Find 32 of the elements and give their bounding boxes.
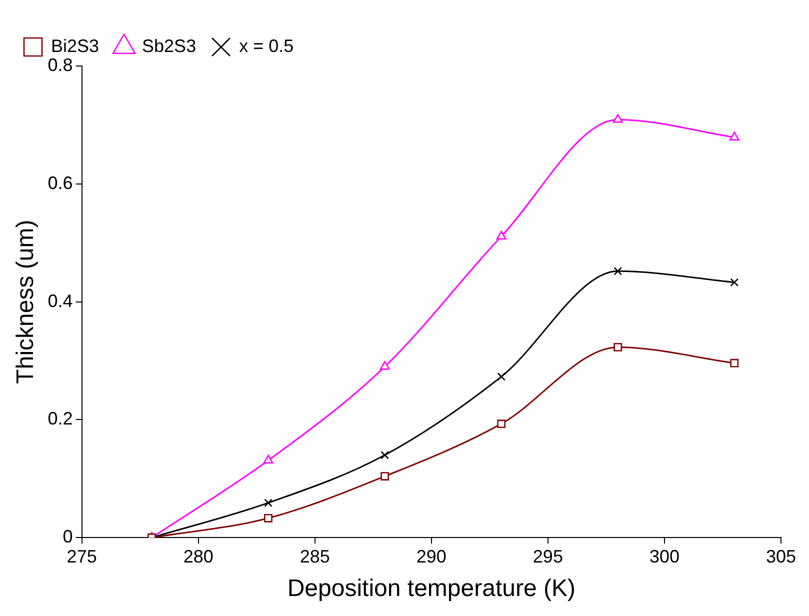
x-tick-label: 290 bbox=[416, 546, 446, 566]
x-tick-label: 285 bbox=[300, 546, 330, 566]
point bbox=[380, 450, 389, 460]
point bbox=[264, 514, 272, 522]
y-tick-label: 0.4 bbox=[48, 290, 73, 311]
point bbox=[380, 472, 389, 480]
point bbox=[614, 266, 622, 276]
legend-label: Sb2S3 bbox=[142, 36, 196, 56]
point bbox=[380, 360, 390, 370]
x-tick-label: 275 bbox=[66, 546, 97, 566]
x-tick-label: 300 bbox=[649, 546, 680, 566]
y-axis-title: Thickness (um) bbox=[12, 220, 40, 384]
legend-label: Bi2S3 bbox=[51, 36, 100, 56]
x-tick-label: 305 bbox=[766, 546, 796, 566]
x-axis-title: Deposition temperature (K) bbox=[287, 575, 576, 602]
point bbox=[496, 230, 506, 240]
x-tick-label: 280 bbox=[183, 546, 214, 566]
y-tick-label: 0.8 bbox=[48, 54, 73, 75]
point bbox=[730, 278, 739, 287]
y-tick-label: 0.2 bbox=[48, 408, 73, 429]
point bbox=[729, 132, 740, 140]
legend-label: x = 0.5 bbox=[239, 36, 294, 56]
point bbox=[264, 498, 272, 508]
point bbox=[497, 372, 506, 381]
point bbox=[730, 358, 739, 368]
point bbox=[614, 343, 622, 352]
x-tick-label: 295 bbox=[532, 546, 563, 566]
y-tick-label: 0 bbox=[62, 526, 73, 547]
y-tick-label: 0.6 bbox=[48, 172, 73, 193]
point bbox=[497, 420, 506, 428]
point bbox=[612, 114, 623, 123]
point bbox=[263, 454, 274, 464]
